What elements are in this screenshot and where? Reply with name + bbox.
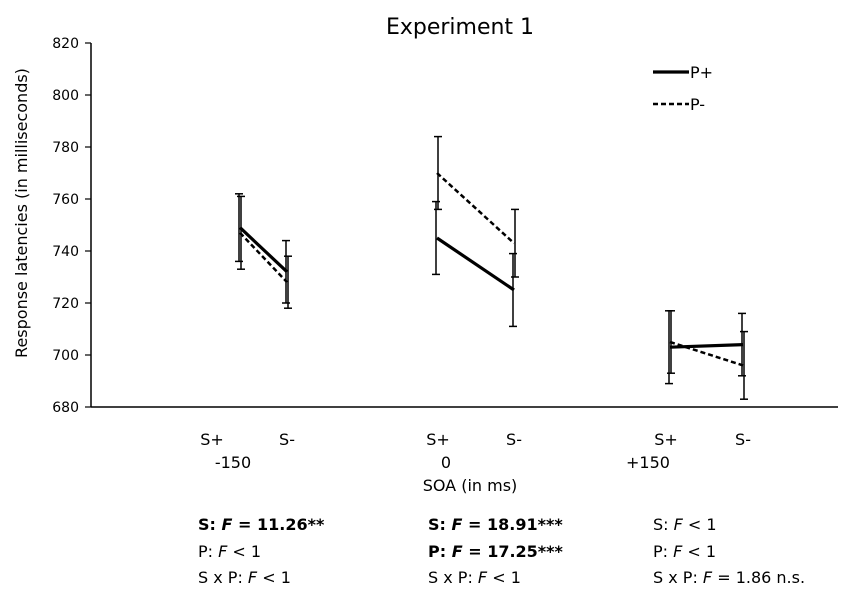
y-tick-label: 820 (52, 36, 79, 52)
y-tick-label: 740 (52, 244, 79, 260)
stat-line: P: F = 17.25*** (428, 541, 563, 561)
series-layer (235, 135, 748, 400)
category-label: S- (735, 430, 751, 449)
category-label: S+ (426, 430, 450, 449)
series-line-p-plus (436, 236, 515, 292)
y-axis-label: Response latencies (in milliseconds) (12, 68, 31, 358)
y-tick-label: 720 (52, 296, 79, 312)
stat-line: S x P: F < 1 (198, 568, 291, 587)
chart-title: Experiment 1 (386, 15, 534, 40)
y-tick-label: 780 (52, 140, 79, 156)
series-line-p-plus (238, 226, 289, 273)
stat-line: S x P: F = 1.86 n.s. (653, 568, 806, 587)
category-label: S- (506, 430, 522, 449)
category-labels: S+ S- -150 S+ S- 0 S+ S- +150 (200, 430, 751, 472)
stat-line: S x P: F < 1 (428, 568, 521, 587)
y-ticks: 680 700 720 740 760 780 800 820 (52, 36, 91, 416)
stat-line: S: F = 18.91*** (428, 515, 563, 534)
y-tick-label: 700 (52, 348, 79, 364)
stats-column-2: S: F = 18.91*** P: F = 17.25*** S x P: F <… (428, 512, 563, 592)
y-tick-label: 760 (52, 192, 79, 208)
category-label: S+ (654, 430, 678, 449)
legend: P+ P- (653, 63, 713, 114)
series-line-p-minus (239, 231, 288, 284)
series-line-p-minus (436, 172, 515, 245)
stat-line: P: F < 1 (653, 541, 717, 561)
series-line-p-minus (669, 340, 744, 367)
legend-label: P+ (690, 63, 713, 82)
legend-label: P- (690, 95, 705, 114)
stat-line: S: F = 11.26** (198, 515, 325, 534)
soa-label: +150 (626, 453, 670, 472)
soa-label: -150 (215, 453, 251, 472)
axes (90, 43, 838, 408)
stats-column-1: S: F = 11.26** P: F < 1 S x P: F < 1 (198, 512, 324, 592)
y-tick-label: 800 (52, 88, 79, 104)
stats-column-3: S: F < 1 P: F < 1 S x P: F = 1.86 n.s. (653, 512, 805, 592)
stat-line: S: F < 1 (653, 515, 717, 534)
y-tick-label: 680 (52, 400, 79, 416)
category-label: S+ (200, 430, 224, 449)
x-axis-label: SOA (in ms) (423, 476, 518, 495)
series-line-p-plus (669, 343, 744, 349)
stat-line: P: F < 1 (198, 541, 262, 561)
soa-label: 0 (441, 453, 451, 472)
category-label: S- (279, 430, 295, 449)
